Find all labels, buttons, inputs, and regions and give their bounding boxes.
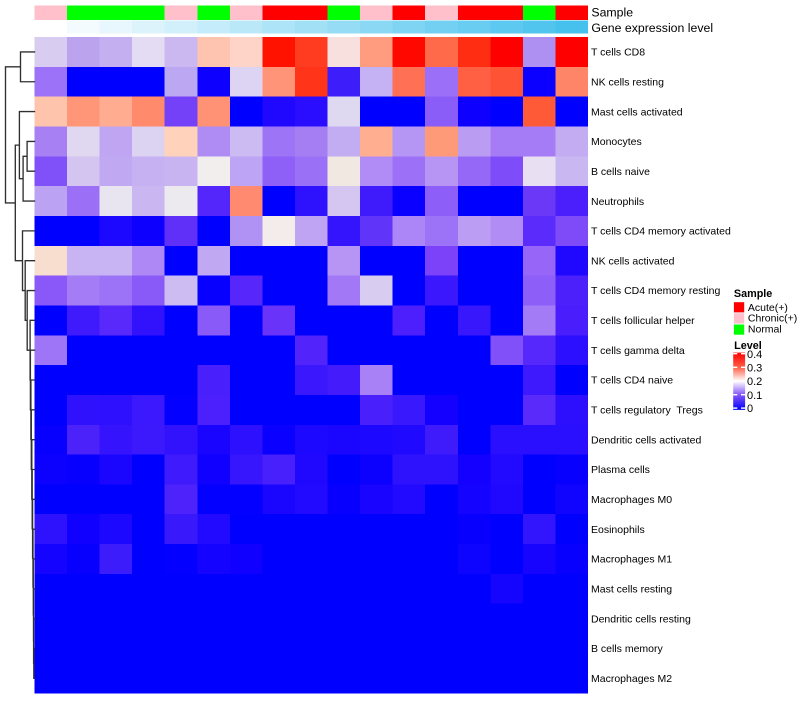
svg-text:B cells naive: B cells naive — [591, 166, 650, 178]
svg-text:Plasma cells: Plasma cells — [591, 464, 650, 476]
svg-text:T cells CD4 naive: T cells CD4 naive — [591, 375, 673, 387]
svg-text:Dendritic cells activated: Dendritic cells activated — [591, 434, 701, 446]
svg-text:Chronic(+): Chronic(+) — [748, 313, 797, 325]
svg-text:T cells regulatory Tregs: T cells regulatory Tregs — [591, 405, 703, 417]
svg-text:Monocytes: Monocytes — [591, 136, 642, 148]
svg-text:B cells memory: B cells memory — [591, 643, 664, 655]
svg-text:Sample: Sample — [734, 288, 772, 300]
svg-text:Level: Level — [734, 340, 762, 352]
svg-text:0.1: 0.1 — [747, 390, 762, 402]
svg-text:T cells CD8: T cells CD8 — [591, 47, 645, 59]
svg-text:Acute(+): Acute(+) — [748, 302, 788, 314]
svg-text:0.3: 0.3 — [747, 362, 762, 374]
svg-text:Mast cells activated: Mast cells activated — [591, 106, 683, 118]
svg-text:Macrophages M1: Macrophages M1 — [591, 554, 672, 566]
svg-text:Macrophages M0: Macrophages M0 — [591, 494, 672, 506]
svg-text:NK cells activated: NK cells activated — [591, 255, 675, 267]
svg-text:Gene expression level: Gene expression level — [591, 21, 713, 35]
svg-text:T cells gamma delta: T cells gamma delta — [591, 345, 685, 357]
svg-text:T cells CD4 memory resting: T cells CD4 memory resting — [591, 285, 720, 297]
svg-text:NK cells resting: NK cells resting — [591, 76, 664, 88]
svg-text:0.4: 0.4 — [747, 349, 762, 361]
svg-text:Normal: Normal — [748, 323, 782, 335]
svg-text:Eosinophils: Eosinophils — [591, 524, 645, 536]
svg-text:Macrophages M2: Macrophages M2 — [591, 673, 672, 685]
svg-text:0.2: 0.2 — [747, 376, 762, 388]
svg-text:Neutrophils: Neutrophils — [591, 196, 644, 208]
svg-text:Dendritic cells resting: Dendritic cells resting — [591, 613, 691, 625]
svg-text:T cells CD4 memory activated: T cells CD4 memory activated — [591, 226, 731, 238]
svg-text:Mast cells resting: Mast cells resting — [591, 584, 672, 596]
svg-text:Sample: Sample — [591, 5, 633, 19]
svg-text:0: 0 — [747, 403, 753, 415]
svg-text:T cells follicular helper: T cells follicular helper — [591, 315, 695, 327]
